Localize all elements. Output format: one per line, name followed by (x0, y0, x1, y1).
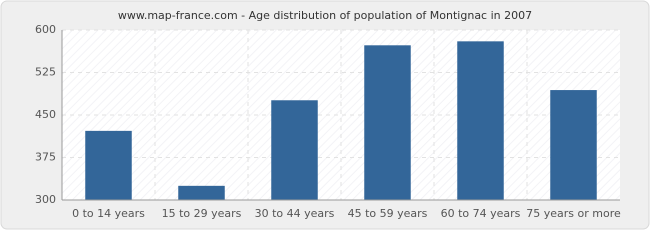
x-tick-label: 30 to 44 years (255, 207, 335, 220)
x-tick-label: 15 to 29 years (162, 207, 242, 220)
bar (271, 100, 318, 200)
x-tick-label: 75 years or more (526, 207, 621, 220)
bar (550, 90, 597, 200)
chart: www.map-france.com - Age distribution of… (0, 0, 650, 230)
x-tick-label: 0 to 14 years (72, 207, 145, 220)
x-tick-label: 60 to 74 years (441, 207, 521, 220)
y-tick-label: 375 (35, 151, 56, 164)
y-tick-label: 300 (35, 193, 56, 206)
chart-title: www.map-france.com - Age distribution of… (118, 9, 532, 22)
bar (364, 45, 411, 200)
y-tick-label: 450 (35, 108, 56, 121)
x-tick-label: 45 to 59 years (348, 207, 428, 220)
bar (85, 130, 132, 200)
y-tick-label: 600 (35, 23, 56, 36)
bar (178, 185, 225, 200)
y-tick-label: 525 (35, 66, 56, 79)
bar (457, 41, 504, 201)
